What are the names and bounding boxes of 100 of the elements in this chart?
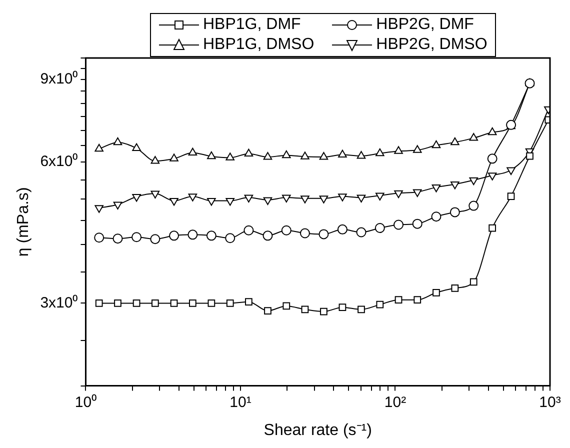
y-tick-label: 6x10⁰	[40, 153, 78, 170]
point	[468, 200, 479, 211]
point	[374, 223, 385, 234]
point	[281, 225, 292, 236]
point	[112, 234, 123, 244]
point	[263, 152, 272, 160]
point	[282, 150, 291, 158]
point	[488, 127, 497, 136]
point	[394, 220, 404, 230]
point	[264, 307, 272, 315]
point	[300, 152, 310, 160]
point	[169, 230, 180, 241]
point	[394, 190, 403, 198]
point	[337, 224, 348, 234]
point	[470, 278, 478, 286]
point	[170, 154, 178, 162]
point	[394, 296, 402, 304]
point	[506, 167, 516, 176]
point	[301, 306, 309, 314]
point	[245, 298, 252, 306]
point	[319, 196, 328, 204]
point	[469, 133, 478, 141]
point	[319, 152, 328, 160]
point	[226, 152, 235, 160]
x-tick-label: 10⁰	[74, 394, 97, 411]
x-axis-title: Shear rate (s⁻¹)	[264, 422, 372, 439]
point	[394, 146, 403, 154]
point	[300, 228, 310, 238]
point	[188, 194, 198, 202]
point	[526, 152, 534, 160]
point	[376, 192, 384, 201]
legend-label: HBP1G, DMSO	[203, 35, 314, 55]
legend-label: HBP2G, DMF	[376, 15, 474, 35]
point	[113, 137, 122, 146]
point	[320, 308, 328, 316]
point	[488, 172, 497, 180]
y-tick-label: 3x10⁰	[40, 294, 78, 312]
y-tick-label: 9x10⁰	[40, 70, 78, 88]
point	[150, 234, 160, 244]
point	[450, 137, 460, 146]
point	[207, 151, 216, 160]
point	[263, 197, 272, 205]
point	[188, 230, 198, 240]
point	[132, 194, 141, 202]
point	[412, 189, 422, 197]
point	[412, 145, 422, 153]
point	[432, 184, 441, 192]
point	[132, 143, 141, 152]
point	[356, 194, 366, 203]
point	[469, 177, 478, 186]
point	[451, 284, 459, 292]
point	[338, 194, 347, 202]
point	[487, 154, 498, 164]
point	[488, 224, 496, 232]
point	[282, 194, 291, 203]
point	[412, 218, 422, 229]
point	[150, 190, 160, 199]
point	[226, 198, 235, 206]
point	[170, 198, 178, 206]
point	[244, 148, 254, 156]
point	[432, 140, 441, 148]
point	[150, 156, 160, 164]
point	[450, 207, 460, 218]
point	[318, 229, 329, 240]
legend-label: HBP2G, DMSO	[376, 35, 488, 55]
point	[338, 304, 346, 312]
point	[356, 151, 366, 159]
point	[507, 192, 515, 200]
point	[94, 205, 104, 213]
point	[114, 300, 122, 307]
point	[113, 202, 122, 210]
point	[300, 196, 310, 204]
point	[450, 182, 460, 190]
point	[132, 300, 140, 307]
point	[95, 300, 103, 307]
point	[282, 302, 290, 310]
point	[208, 300, 216, 307]
point	[132, 232, 142, 242]
legend-label: HBP1G, DMF	[203, 15, 301, 35]
point	[376, 148, 384, 156]
point	[432, 288, 440, 296]
point	[431, 212, 442, 222]
point	[356, 227, 366, 238]
point	[151, 300, 159, 307]
point	[225, 233, 236, 244]
point	[94, 232, 104, 243]
x-tick-label: 10¹	[230, 394, 252, 411]
x-tick-label: 10³	[539, 394, 561, 411]
point	[188, 148, 198, 156]
point	[338, 150, 347, 158]
point	[170, 300, 178, 307]
point	[94, 144, 104, 152]
point	[262, 230, 273, 241]
point	[244, 194, 254, 203]
point	[206, 230, 216, 241]
x-tick-label: 10²	[384, 394, 406, 411]
point	[188, 300, 196, 307]
point	[414, 296, 422, 304]
point	[358, 306, 365, 314]
point	[207, 198, 216, 206]
